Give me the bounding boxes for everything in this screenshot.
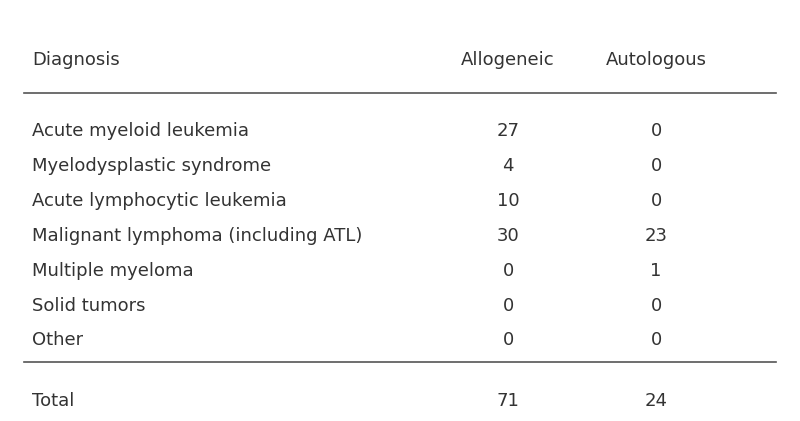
Text: 24: 24 xyxy=(645,392,667,410)
Text: 4: 4 xyxy=(502,157,514,175)
Text: Other: Other xyxy=(32,331,83,349)
Text: Acute lymphocytic leukemia: Acute lymphocytic leukemia xyxy=(32,192,286,210)
Text: 0: 0 xyxy=(650,331,662,349)
Text: Diagnosis: Diagnosis xyxy=(32,51,120,69)
Text: 71: 71 xyxy=(497,392,519,410)
Text: Total: Total xyxy=(32,392,74,410)
Text: Acute myeloid leukemia: Acute myeloid leukemia xyxy=(32,122,249,140)
Text: 0: 0 xyxy=(502,261,514,280)
Text: 0: 0 xyxy=(650,192,662,210)
Text: 1: 1 xyxy=(650,261,662,280)
Text: 0: 0 xyxy=(502,296,514,314)
Text: Myelodysplastic syndrome: Myelodysplastic syndrome xyxy=(32,157,271,175)
Text: 0: 0 xyxy=(650,296,662,314)
Text: 0: 0 xyxy=(650,157,662,175)
Text: 30: 30 xyxy=(497,227,519,245)
Text: Malignant lymphoma (including ATL): Malignant lymphoma (including ATL) xyxy=(32,227,362,245)
Text: Solid tumors: Solid tumors xyxy=(32,296,146,314)
Text: Autologous: Autologous xyxy=(606,51,706,69)
Text: 0: 0 xyxy=(502,331,514,349)
Text: 27: 27 xyxy=(497,122,519,140)
Text: Allogeneic: Allogeneic xyxy=(461,51,555,69)
Text: Multiple myeloma: Multiple myeloma xyxy=(32,261,194,280)
Text: 10: 10 xyxy=(497,192,519,210)
Text: 0: 0 xyxy=(650,122,662,140)
Text: 23: 23 xyxy=(645,227,667,245)
